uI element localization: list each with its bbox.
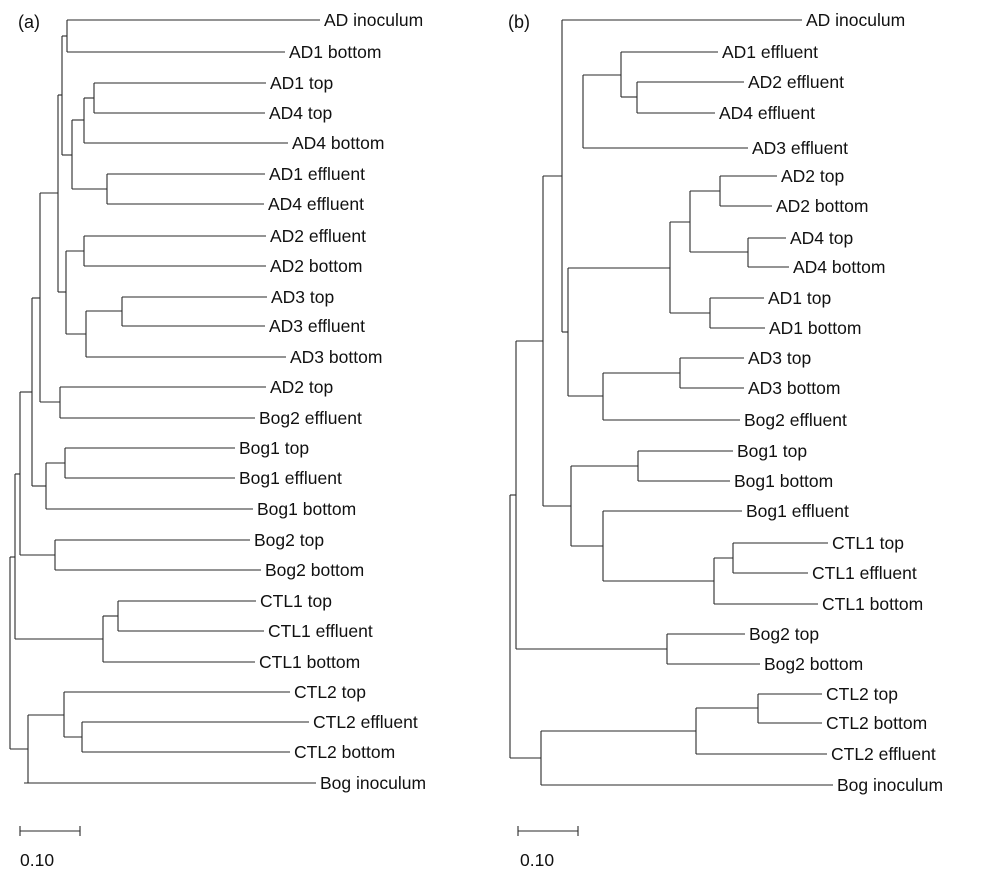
panel-b-scale-bar: 0.10 (517, 826, 579, 870)
leaf-label: Bog inoculum (320, 773, 426, 793)
leaf-label: Bog1 top (737, 441, 807, 461)
leaf-label: AD4 effluent (719, 103, 815, 123)
leaf-label: CTL1 bottom (259, 652, 360, 672)
scale-bar-label: 0.10 (20, 850, 54, 870)
panel-a-label: (a) (18, 12, 40, 32)
leaf-label: CTL1 top (260, 591, 332, 611)
leaf-label: AD1 bottom (769, 318, 861, 338)
leaf-label: Bog2 effluent (744, 410, 847, 430)
leaf-label: AD1 top (270, 73, 333, 93)
leaf-label: AD4 effluent (268, 194, 364, 214)
leaf-label: CTL2 top (826, 684, 898, 704)
leaf-label: AD3 effluent (269, 316, 365, 336)
leaf-label: AD3 effluent (752, 138, 848, 158)
leaf-label: AD1 effluent (722, 42, 818, 62)
leaf-label: AD4 bottom (793, 257, 885, 277)
panel-a: (a) (9, 10, 426, 870)
leaf-label: AD3 top (748, 348, 811, 368)
panel-b-branches (509, 19, 833, 786)
leaf-label: Bog2 bottom (764, 654, 863, 674)
leaf-label: AD2 bottom (776, 196, 868, 216)
leaf-label: Bog1 top (239, 438, 309, 458)
leaf-label: AD3 top (271, 287, 334, 307)
panel-b: (b) (508, 10, 943, 870)
leaf-label: AD4 top (269, 103, 332, 123)
leaf-label: Bog inoculum (837, 775, 943, 795)
leaf-label: Bog1 effluent (239, 468, 342, 488)
panel-a-scale-bar: 0.10 (19, 826, 81, 870)
leaf-label: Bog2 top (749, 624, 819, 644)
leaf-label: CTL2 top (294, 682, 366, 702)
leaf-label: AD2 top (781, 166, 844, 186)
leaf-label: AD4 top (790, 228, 853, 248)
leaf-label: AD1 top (768, 288, 831, 308)
panel-a-branches (9, 19, 320, 784)
leaf-label: AD1 effluent (269, 164, 365, 184)
leaf-label: CTL2 bottom (294, 742, 395, 762)
leaf-label: AD2 bottom (270, 256, 362, 276)
leaf-label: AD4 bottom (292, 133, 384, 153)
leaf-label: CTL1 bottom (822, 594, 923, 614)
leaf-label: CTL1 effluent (268, 621, 373, 641)
leaf-label: Bog2 bottom (265, 560, 364, 580)
leaf-label: Bog1 bottom (257, 499, 356, 519)
panel-b-leaf-labels: AD inoculum AD1 effluent AD2 effluent AD… (719, 10, 943, 795)
leaf-label: AD2 effluent (748, 72, 844, 92)
leaf-label: AD2 top (270, 377, 333, 397)
leaf-label: Bog2 effluent (259, 408, 362, 428)
scale-bar-label: 0.10 (520, 850, 554, 870)
leaf-label: AD inoculum (324, 10, 423, 30)
leaf-label: AD2 effluent (270, 226, 366, 246)
leaf-label: Bog1 effluent (746, 501, 849, 521)
leaf-label: AD3 bottom (748, 378, 840, 398)
leaf-label: CTL2 effluent (831, 744, 936, 764)
leaf-label: AD3 bottom (290, 347, 382, 367)
leaf-label: Bog1 bottom (734, 471, 833, 491)
leaf-label: AD1 bottom (289, 42, 381, 62)
panel-b-label: (b) (508, 12, 530, 32)
panel-a-leaf-labels: AD inoculum AD1 bottom AD1 top AD4 top A… (239, 10, 426, 793)
leaf-label: CTL1 top (832, 533, 904, 553)
leaf-label: CTL1 effluent (812, 563, 917, 583)
leaf-label: CTL2 effluent (313, 712, 418, 732)
leaf-label: Bog2 top (254, 530, 324, 550)
leaf-label: CTL2 bottom (826, 713, 927, 733)
leaf-label: AD inoculum (806, 10, 905, 30)
